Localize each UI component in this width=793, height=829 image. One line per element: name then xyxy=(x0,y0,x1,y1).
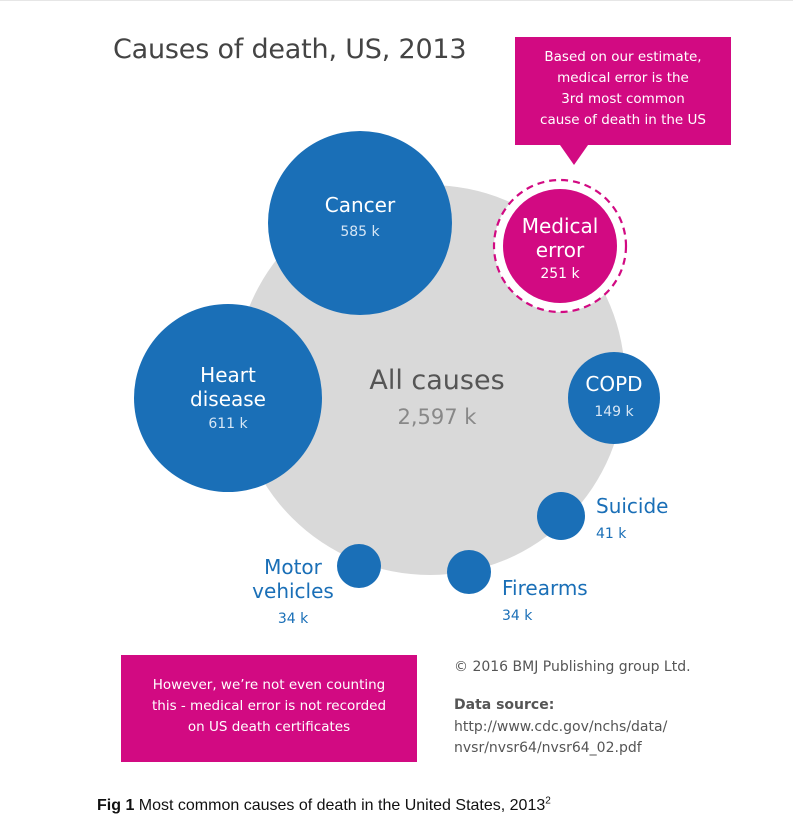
motor-vehicles-bubble xyxy=(337,544,381,588)
medical-error-value: 251 k xyxy=(540,266,580,282)
motor-vehicles-label-line2: vehicles xyxy=(252,579,334,603)
data-source-url-line1: http://www.cdc.gov/nchs/data/ xyxy=(454,719,668,735)
medical-error-bubble xyxy=(503,189,617,303)
firearms-label: Firearms xyxy=(502,576,588,600)
figure-caption-text: Most common causes of death in the Unite… xyxy=(134,797,546,814)
firearms-value: 34 k xyxy=(502,608,533,624)
cancer-label: Cancer xyxy=(325,193,396,217)
heart-disease-bubble xyxy=(134,304,322,492)
motor-vehicles-label-line1: Motor xyxy=(264,555,323,579)
heart-disease-label-line2: disease xyxy=(190,387,266,411)
all-causes-value: 2,597 k xyxy=(398,405,478,429)
figure-caption: Fig 1 Most common causes of death in the… xyxy=(97,795,551,815)
top-divider xyxy=(0,0,793,1)
copd-value: 149 k xyxy=(594,404,634,420)
copyright-credit: © 2016 BMJ Publishing group Ltd. xyxy=(454,659,691,675)
callout-top: Based on our estimate, medical error is … xyxy=(515,37,731,165)
suicide-bubble xyxy=(537,492,585,540)
callout-bottom-text: However, we’re not even counting this - … xyxy=(151,677,387,735)
cancer-bubble xyxy=(268,131,452,315)
copd-label: COPD xyxy=(585,372,642,396)
heart-disease-label-line1: Heart xyxy=(200,363,256,387)
figure-reference: 2 xyxy=(545,795,551,807)
copd-bubble xyxy=(568,352,660,444)
callout-bottom: However, we’re not even counting this - … xyxy=(121,655,417,762)
data-source-label: Data source: xyxy=(454,697,555,713)
suicide-label: Suicide xyxy=(596,494,668,518)
callout-top-pointer xyxy=(560,145,588,165)
figure-number: Fig 1 xyxy=(97,797,135,814)
all-causes-label: All causes xyxy=(369,365,504,396)
data-source-url-line2: nvsr/nvsr64/nvsr64_02.pdf xyxy=(454,740,642,756)
firearms-bubble xyxy=(447,550,491,594)
chart-title: Causes of death, US, 2013 xyxy=(113,34,467,65)
medical-error-label-line1: Medical xyxy=(522,214,599,238)
heart-disease-value: 611 k xyxy=(208,416,248,432)
cancer-value: 585 k xyxy=(340,224,380,240)
callout-top-text: Based on our estimate, medical error is … xyxy=(540,49,706,128)
motor-vehicles-value: 34 k xyxy=(278,611,309,627)
suicide-value: 41 k xyxy=(596,526,627,542)
medical-error-label-line2: error xyxy=(536,238,585,262)
